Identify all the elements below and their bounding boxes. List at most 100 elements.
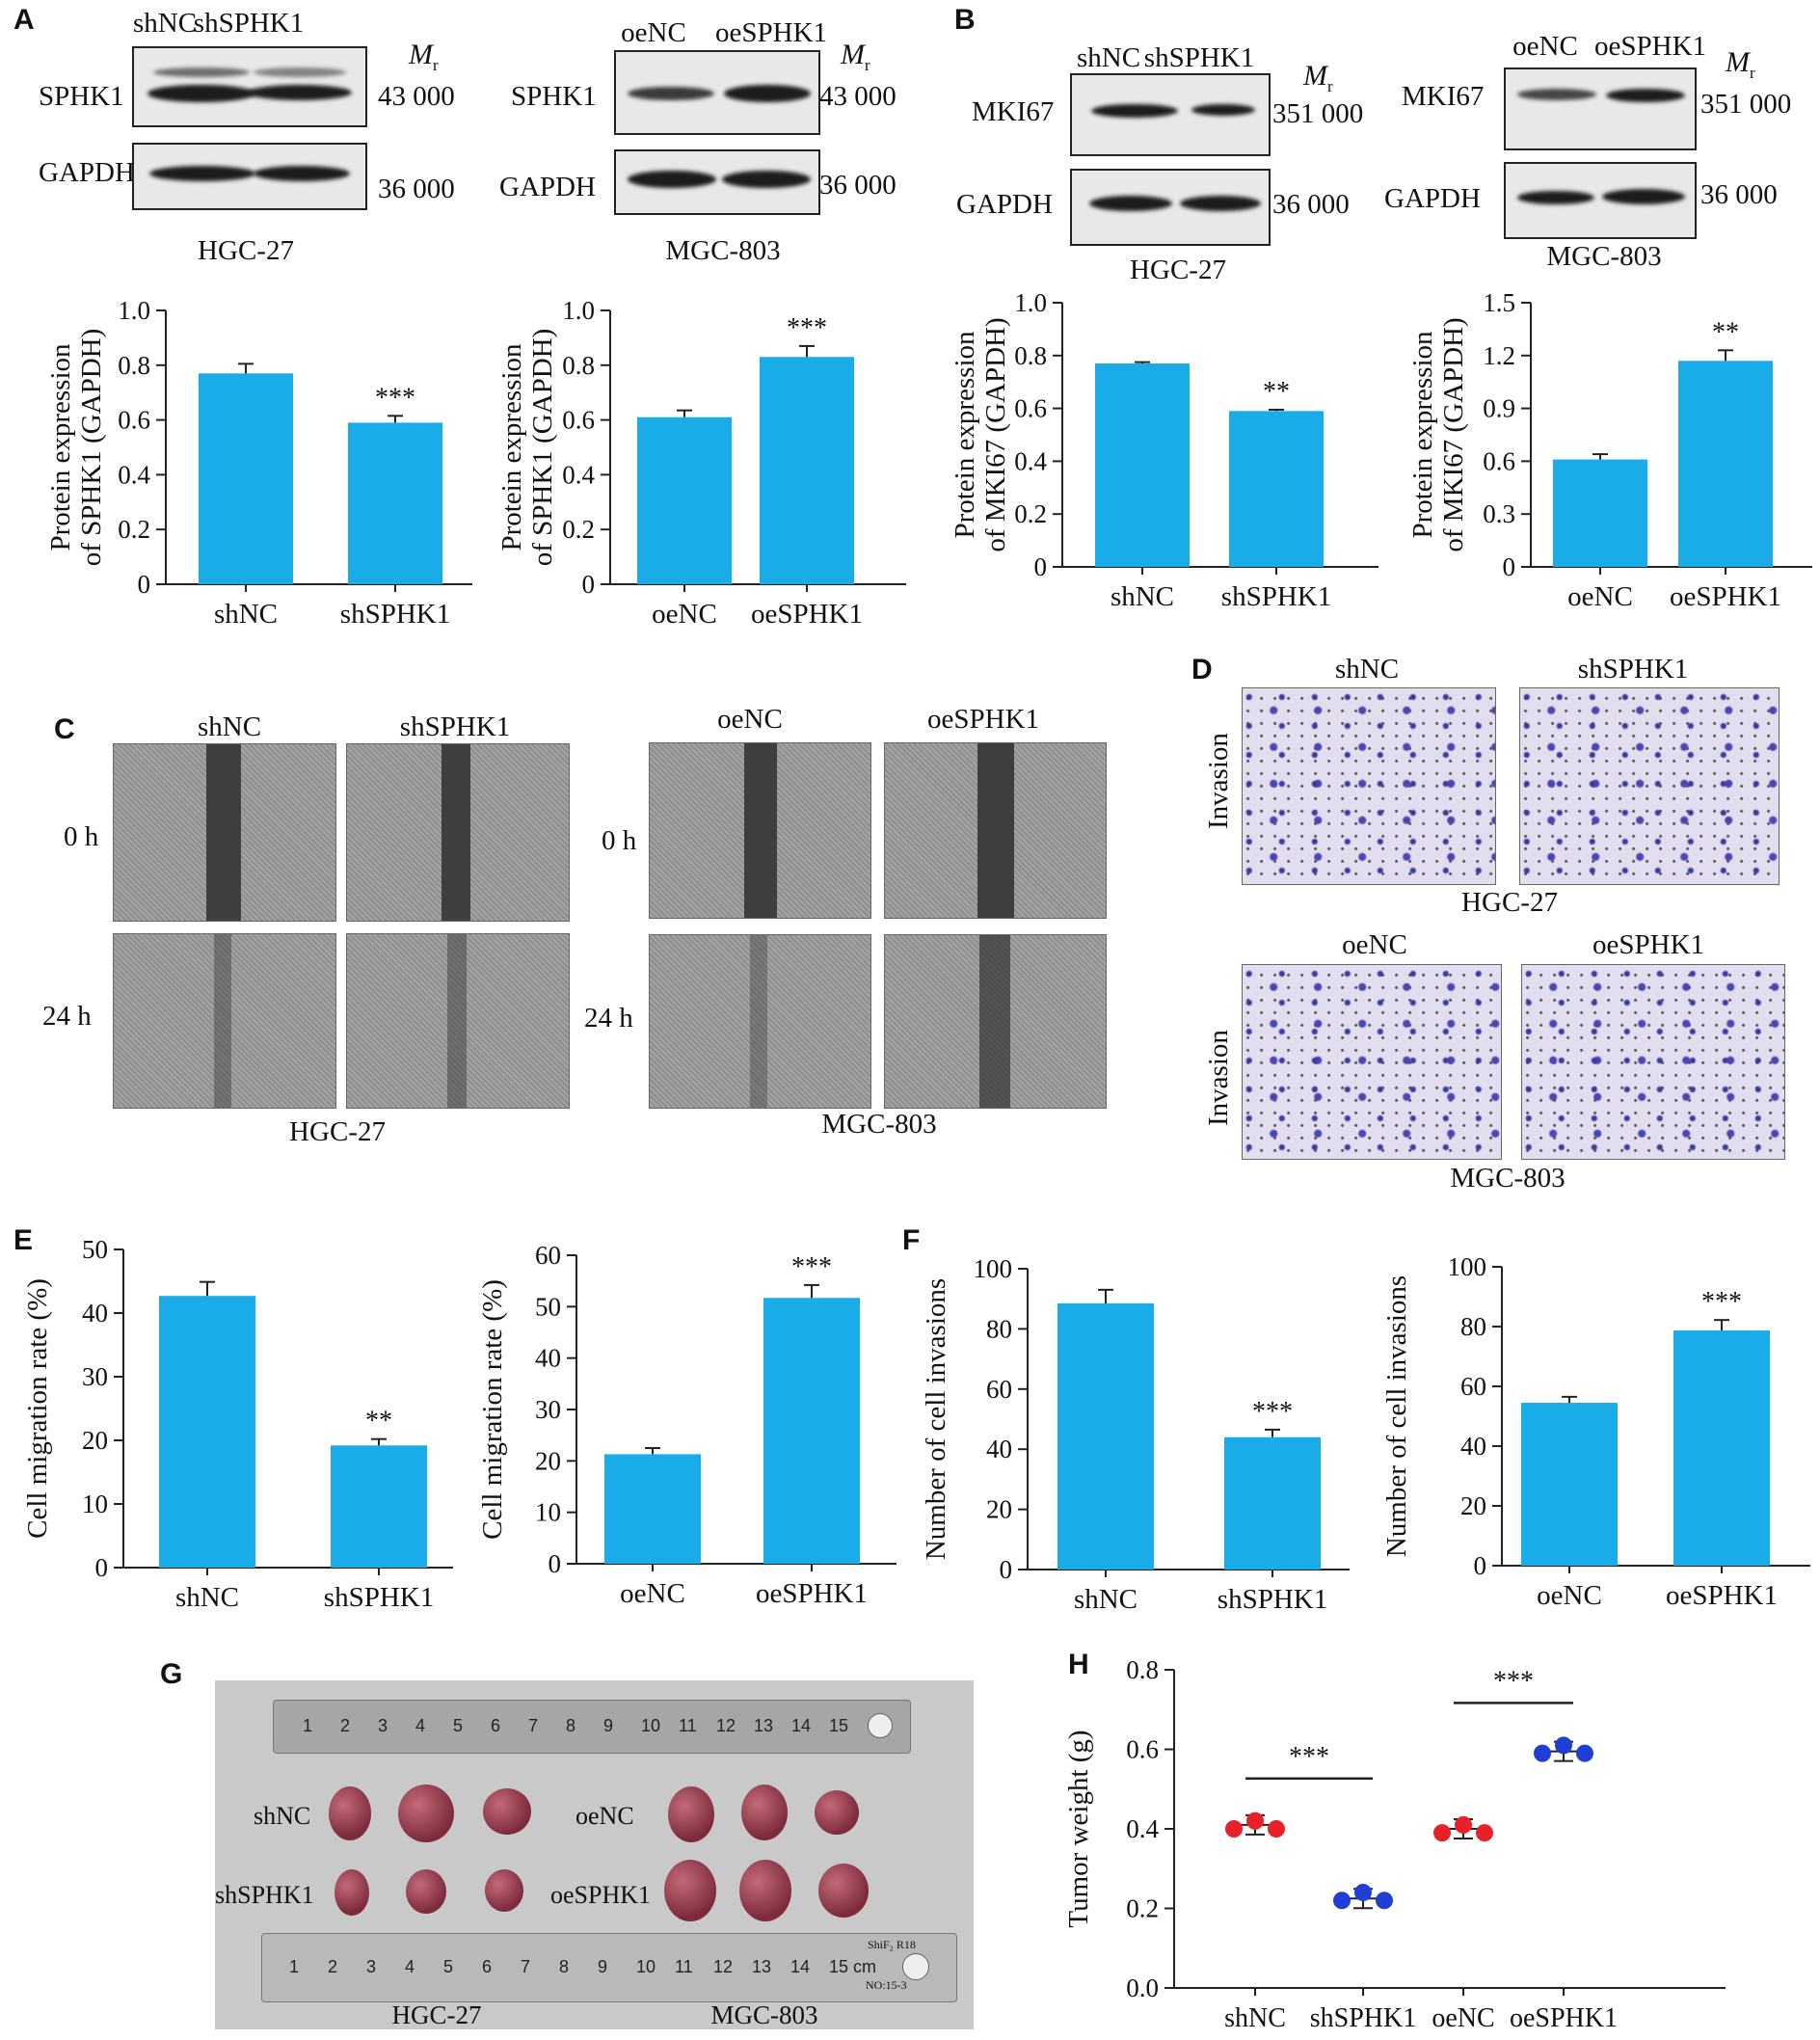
ruler-tick-label: 2 — [328, 1957, 338, 1976]
y-tick-label: 0.2 — [118, 515, 150, 544]
blot-row-label: GAPDH — [499, 172, 596, 202]
cell-line-label: HGC-27 — [391, 2000, 482, 2029]
y-tick-label: 0 — [1503, 552, 1516, 581]
y-tick-label: 0.2 — [1126, 1894, 1159, 1923]
bar — [199, 373, 293, 584]
ruler-tick-label: 8 — [566, 1716, 576, 1735]
blot-row-label: GAPDH — [39, 157, 135, 188]
x-tick-label: oeNC — [1567, 581, 1633, 612]
row-label-invasion: Invasion — [1203, 733, 1234, 829]
chart-f2-invasion-mgc803: 0 20 40 60 80 100 Number of cell invasions oeNC… — [1381, 1252, 1810, 1611]
panel-label-c: C — [54, 713, 75, 745]
data-point — [1534, 1744, 1551, 1762]
significance-mark: *** — [1289, 1742, 1329, 1772]
y-tick-label: 0 — [138, 570, 151, 599]
panel-label-a: A — [13, 4, 35, 36]
wound-image — [884, 742, 1107, 919]
ruler-tick-label: 12 — [713, 1957, 734, 1976]
ruler-tick-label: 8 — [559, 1957, 570, 1976]
mr-label: Mr — [1303, 60, 1333, 95]
y-tick-label: 80 — [986, 1314, 1012, 1343]
x-tick-label: shNC — [1074, 1584, 1138, 1615]
ruler-tick-label: 10 — [641, 1716, 661, 1735]
ruler-tick-label: 4 — [405, 1957, 415, 1976]
ruler-mark: ShiF₂ R18 — [868, 1938, 916, 1951]
ruler-mark: NO:15-3 — [866, 1978, 907, 1992]
bar — [1553, 459, 1647, 567]
data-point — [1333, 1892, 1351, 1910]
significance-mark: ** — [365, 1407, 392, 1436]
y-tick-label: 0 — [549, 1549, 562, 1578]
group-label: oeNC — [575, 1802, 634, 1830]
x-tick-label: shSPHK1 — [1218, 1584, 1327, 1615]
significance-mark: ** — [1263, 377, 1290, 407]
column-label: shNC — [197, 711, 262, 742]
western-blot-mki67 — [1070, 73, 1271, 156]
data-point — [1455, 1815, 1472, 1834]
invasion-image — [1519, 687, 1780, 885]
bar — [1057, 1302, 1154, 1570]
ruler-tick-label: 13 — [752, 1957, 772, 1976]
blot-col-label: shSPHK1 — [1143, 42, 1255, 73]
y-tick-label: 100 — [1448, 1252, 1487, 1281]
y-tick-label: 0.4 — [118, 460, 150, 489]
time-label: 24 h — [584, 1003, 633, 1033]
cell-line-label: HGC-27 — [1130, 255, 1226, 285]
wound-image — [884, 934, 1107, 1109]
y-tick-label: 20 — [82, 1426, 108, 1455]
y-tick-label: 0.6 — [1014, 394, 1047, 423]
ruler-tick-label: 1 — [289, 1957, 300, 1976]
blot-col-label: shSPHK1 — [193, 8, 305, 39]
group-label: oeSPHK1 — [550, 1881, 652, 1909]
mr-label: Mr — [1726, 46, 1755, 82]
y-tick-label: 20 — [535, 1446, 561, 1475]
y-tick-label: 10 — [82, 1490, 108, 1518]
ruler-top: 1 2 3 4 5 6 7 8 9 10 11 12 13 14 15 — [273, 1700, 911, 1754]
bar — [1673, 1330, 1770, 1566]
x-tick-label: oeNC — [1432, 2003, 1494, 2033]
ruler-tick-label: 5 — [443, 1957, 454, 1976]
blot-col-label: oeNC — [621, 17, 686, 48]
column-label: oeSPHK1 — [1592, 929, 1705, 960]
blot-row-label: SPHK1 — [39, 81, 124, 112]
group-label: shNC — [254, 1802, 311, 1830]
panel-label-e: E — [13, 1224, 34, 1256]
y-tick-label: 60 — [535, 1241, 561, 1270]
y-axis-label: Number of cell invasions — [1381, 1275, 1412, 1557]
wound-image — [346, 933, 570, 1109]
y-axis-label: Cell migration rate (%) — [477, 1279, 508, 1540]
ruler-tick-label: 13 — [754, 1716, 774, 1735]
y-tick-label: 0.6 — [1126, 1735, 1159, 1764]
ruler-tick-label: 10 — [636, 1957, 656, 1976]
y-tick-label: 0.4 — [1014, 446, 1047, 475]
x-tick-label: oeSPHK1 — [1510, 2003, 1618, 2033]
y-tick-label: 1.2 — [1483, 341, 1515, 370]
row-label-invasion: Invasion — [1203, 1030, 1234, 1126]
ruler-tick-label: 15 cm — [829, 1957, 877, 1976]
invasion-image — [1242, 964, 1502, 1160]
y-tick-label: 0 — [95, 1553, 109, 1582]
panel-label-f: F — [902, 1224, 921, 1256]
data-point — [1376, 1892, 1393, 1910]
blot-row-label: GAPDH — [1384, 183, 1481, 214]
significance-mark: *** — [791, 1252, 832, 1282]
ruler-tick-label: 12 — [716, 1716, 736, 1735]
bar — [763, 1298, 860, 1564]
y-axis-label: Protein expression — [950, 331, 980, 539]
ruler-tick-label: 14 — [790, 1957, 811, 1976]
chart-h-tumor-weight: 0.0 0.2 0.4 0.6 0.8 Tumor weight (g) shNC shSPH… — [1063, 1655, 1726, 2033]
ruler-tick-label: 11 — [675, 1957, 693, 1976]
y-axis-label: of MKI67 (GAPDH) — [980, 317, 1011, 551]
molecular-weight: 43 000 — [378, 81, 455, 112]
data-point — [1576, 1744, 1593, 1762]
data-point — [1476, 1824, 1493, 1842]
molecular-weight: 36 000 — [819, 170, 897, 201]
molecular-weight: 36 000 — [378, 174, 455, 204]
blot-row-label: SPHK1 — [511, 81, 597, 112]
western-blot-gapdh — [1504, 162, 1697, 239]
column-label: shSPHK1 — [399, 711, 511, 742]
y-tick-label: 40 — [986, 1435, 1012, 1463]
wound-image — [346, 743, 570, 922]
cell-line-label: MGC-803 — [821, 1109, 937, 1140]
ruler-bottom: 1 2 3 4 5 6 7 8 9 10 11 12 13 14 15 cm ShiF₂ R18 NO:15… — [261, 1933, 957, 2002]
